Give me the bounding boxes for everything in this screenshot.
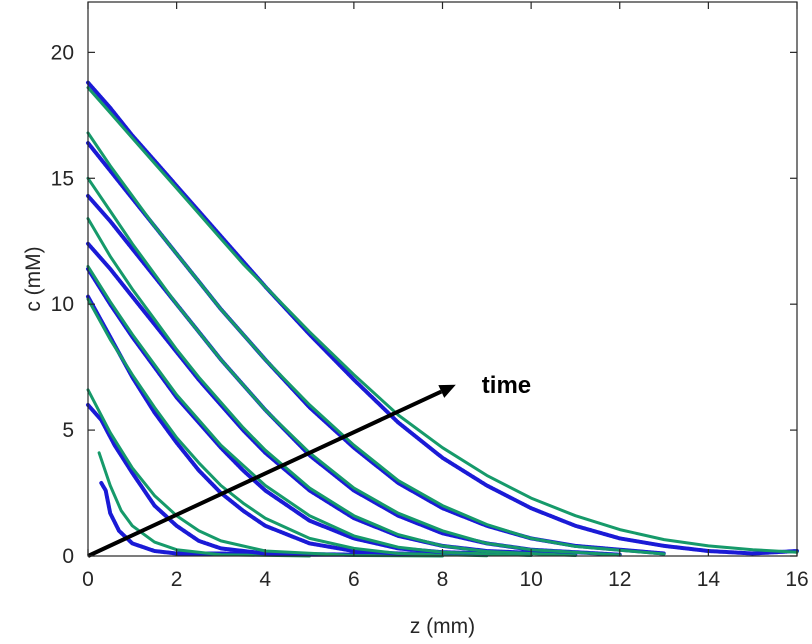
fit-series-9 [86, 217, 577, 557]
x-tick-label: 12 [608, 568, 631, 591]
fit-series-11 [86, 176, 622, 557]
x-tick-label: 10 [519, 568, 542, 591]
x-tick-label: 4 [259, 568, 271, 591]
axes-layer: 0 2 4 6 8 10 12 14 16 0 5 10 15 20 [51, 1, 809, 591]
series-layer [86, 80, 799, 558]
arrow-shaft [87, 389, 443, 558]
y-axis-label: c (mM) [22, 246, 45, 311]
y-tick-label: 10 [51, 293, 74, 316]
annotation-time: time [482, 372, 531, 399]
plot-area [88, 2, 797, 556]
x-tick-label: 6 [348, 568, 360, 591]
arrow-head [438, 384, 456, 398]
annotation-layer: time [87, 372, 531, 558]
x-tick-label: 14 [697, 568, 721, 591]
data-series-14 [86, 80, 799, 556]
fit-series-1 [97, 451, 312, 558]
fit-series-5 [86, 297, 489, 558]
fit-series-3 [86, 388, 444, 558]
fit-series-15 [86, 86, 799, 554]
y-tick-label: 20 [51, 41, 74, 64]
y-tick-label: 0 [62, 545, 74, 568]
y-tick-label: 5 [62, 419, 74, 442]
plot-background [88, 2, 797, 556]
x-axis-label: z (mm) [410, 615, 475, 638]
x-tick-label: 8 [437, 568, 449, 591]
y-tick-label: 15 [51, 167, 74, 190]
x-tick-label: 0 [82, 568, 94, 591]
x-tick-label: 2 [171, 568, 183, 591]
x-tick-label: 16 [785, 568, 808, 591]
fit-series-13 [86, 131, 666, 556]
fit-series-7 [86, 264, 533, 557]
